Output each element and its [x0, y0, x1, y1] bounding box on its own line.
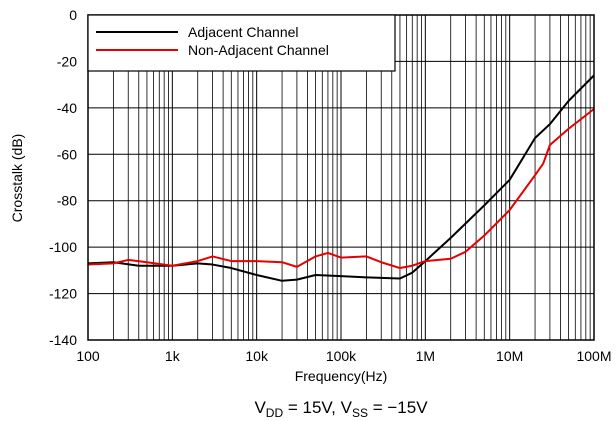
legend: Adjacent Channel Non-Adjacent Channel [87, 14, 396, 72]
x-tick-label: 1k [165, 348, 181, 364]
tick-label-layer: 100 1k 10k 100k 1M 10M 100M 0 -20 -40 -60 -80 -100 -1… [49, 7, 612, 364]
series-line-1 [87, 74, 595, 282]
caption-end: = −15V [368, 398, 428, 417]
x-tick-label: 100M [576, 348, 611, 364]
x-tick-label: 100k [326, 348, 357, 364]
x-tick-label: 10k [245, 348, 269, 364]
y-tick-label: 0 [69, 7, 77, 23]
series-layer [87, 74, 595, 282]
y-tick-label: -20 [57, 53, 77, 69]
legend-label-1: Adjacent Channel [188, 24, 299, 40]
y-tick-label: -80 [57, 193, 77, 209]
series-line-2 [87, 108, 595, 270]
x-tick-label: 10M [496, 348, 523, 364]
y-tick-label: -100 [49, 239, 77, 255]
x-tick-label: 100 [76, 348, 100, 364]
caption-dd: DD [266, 406, 284, 420]
x-axis-title: Frequency(Hz) [295, 368, 388, 384]
caption-v1: V [254, 398, 266, 417]
legend-label-2: Non-Adjacent Channel [188, 42, 329, 58]
caption-ss: SS [352, 406, 368, 420]
caption: VDD = 15V, VSS = −15V [254, 398, 428, 420]
y-tick-label: -40 [57, 100, 77, 116]
y-tick-label: -120 [49, 286, 77, 302]
x-tick-label: 1M [416, 348, 435, 364]
y-tick-label: -60 [57, 146, 77, 162]
legend-box [87, 14, 396, 72]
caption-mid: = 15V, V [283, 398, 353, 417]
y-axis-title: Crosstalk (dB) [9, 134, 25, 223]
y-tick-label: -140 [49, 332, 77, 348]
